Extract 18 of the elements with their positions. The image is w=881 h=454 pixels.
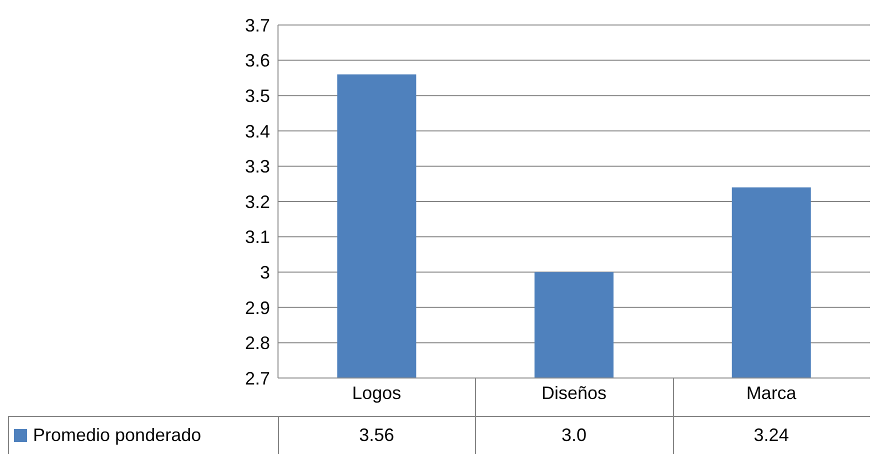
y-tick-label: 2.8 <box>244 333 270 354</box>
y-tick-label: 3.2 <box>244 192 270 212</box>
y-tick-label: 2.9 <box>244 298 270 318</box>
data-label: 3.0 <box>560 424 588 446</box>
x-tick-label: Logos <box>352 382 402 403</box>
y-tick-label: 3.3 <box>244 156 270 177</box>
x-tick-label: Marca <box>746 382 798 403</box>
legend-label: Promedio ponderado <box>33 424 202 446</box>
y-tick-label: 3 <box>260 262 270 282</box>
data-label: 3.24 <box>752 424 790 446</box>
y-tick-label: 3.1 <box>244 227 270 248</box>
y-tick-label: 3.6 <box>244 50 270 71</box>
data-label: 3.56 <box>358 424 396 446</box>
y-tick-label: 3.4 <box>244 121 270 142</box>
x-tick-label: Diseños <box>541 382 607 403</box>
y-tick-label: 2.7 <box>244 368 270 388</box>
y-tick-label: 3.7 <box>244 15 270 36</box>
y-tick-label: 3.5 <box>244 86 270 106</box>
